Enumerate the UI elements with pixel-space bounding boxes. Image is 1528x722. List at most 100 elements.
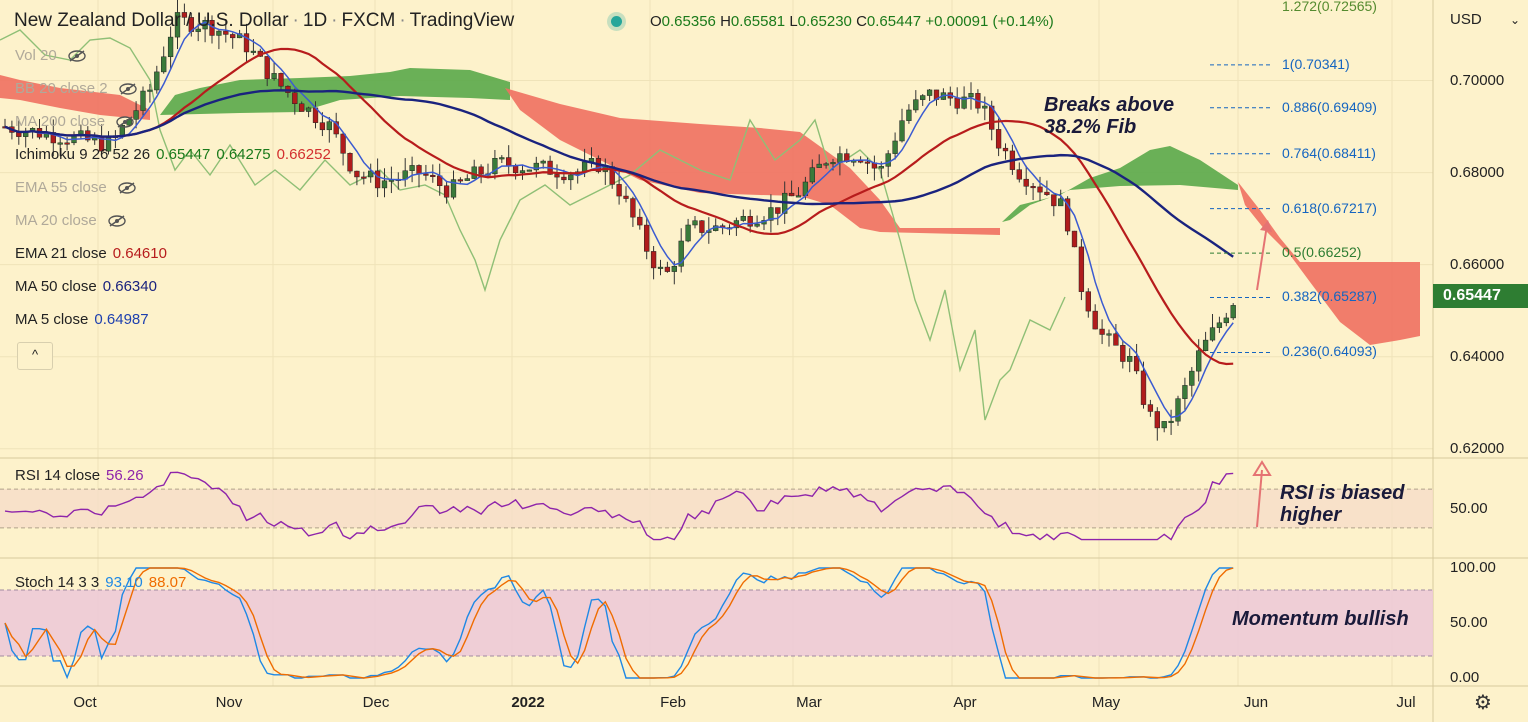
legend-label: MA 5 close — [15, 311, 89, 328]
candle-bearish — [506, 157, 512, 167]
candle-bullish — [926, 89, 933, 96]
rsi-annotation: RSI is biased higher — [1280, 482, 1405, 526]
fib-break-annotation: Breaks above 38.2% Fib — [1044, 94, 1175, 138]
candle-bearish — [1037, 186, 1043, 193]
candle-bearish — [637, 216, 643, 226]
fib-retracement — [1210, 64, 1270, 353]
eye-hidden-icon[interactable] — [117, 182, 137, 194]
candle-bearish — [775, 207, 781, 214]
fib-level-label: 0.618(0.67217) — [1282, 199, 1377, 216]
candle-bearish — [292, 92, 298, 104]
candle-bearish — [430, 174, 436, 177]
candle-bearish — [554, 174, 560, 178]
interval[interactable]: 1D — [302, 10, 328, 31]
candle-bullish — [368, 170, 374, 178]
candle-bearish — [1051, 194, 1057, 207]
candle-bullish — [161, 56, 167, 73]
close-value: 0.65447 — [866, 13, 922, 30]
legend-item[interactable]: MA 50 close 0.66340 — [15, 278, 157, 295]
candle-bullish — [809, 167, 815, 183]
candle-bearish — [650, 251, 657, 269]
legend-item[interactable]: BB 20 close 2 — [15, 80, 138, 97]
candle-bearish — [1140, 370, 1147, 405]
candle-bullish — [1230, 305, 1236, 319]
candle-bullish — [837, 153, 843, 163]
legend-label: EMA 55 close — [15, 179, 107, 196]
data-source: FXCM — [341, 10, 396, 31]
symbol-name[interactable]: New Zealand Dollar / U.S. Dollar — [14, 10, 289, 31]
candle-bullish — [409, 165, 415, 171]
candle-bearish — [1120, 345, 1126, 362]
candle-bullish — [519, 170, 526, 174]
legend-label: EMA 21 close — [15, 245, 107, 262]
candle-bullish — [499, 157, 505, 160]
candle-bullish — [568, 174, 574, 181]
candle-bearish — [630, 198, 636, 218]
time-tick-label: Nov — [215, 694, 243, 711]
candle-bullish — [305, 107, 312, 112]
legend-item[interactable]: Vol 20 — [15, 47, 87, 64]
ichimoku-value: 0.64275 — [216, 146, 271, 163]
market-status-dot[interactable] — [611, 16, 622, 27]
candle-bearish — [1071, 230, 1078, 248]
legend-item[interactable]: EMA 55 close — [15, 179, 137, 196]
legend-item[interactable]: Ichimoku 9 26 52 26 0.65447 0.64275 0.66252 — [15, 146, 331, 163]
legend-label: MA 50 close — [15, 278, 97, 295]
candle-bullish — [1223, 317, 1229, 324]
platform-name: TradingView — [409, 10, 515, 31]
candle-bearish — [1016, 169, 1022, 180]
candle-bullish — [1189, 370, 1195, 386]
candle-bullish — [1161, 421, 1167, 429]
candle-bearish — [354, 170, 360, 178]
legend-item[interactable]: MA 5 close 0.64987 — [15, 311, 149, 328]
candle-bullish — [878, 166, 884, 169]
kumo-bearish — [505, 88, 1000, 235]
time-tick-label: Oct — [73, 694, 97, 711]
candle-bullish — [250, 50, 257, 53]
candle-bullish — [1182, 385, 1188, 399]
time-tick-label: Dec — [362, 694, 390, 711]
legend-value: 0.66340 — [102, 278, 157, 295]
candle-bullish — [885, 153, 891, 167]
candle-bullish — [195, 28, 201, 32]
candle-bullish — [450, 179, 457, 198]
eye-hidden-icon[interactable] — [115, 116, 135, 128]
gear-icon[interactable]: ⚙ — [1474, 692, 1492, 714]
candle-bullish — [1106, 333, 1112, 336]
candle-bullish — [133, 110, 139, 120]
legend-item[interactable]: MA 20 close — [15, 212, 127, 229]
candle-bearish — [299, 103, 305, 112]
collapse-legend-button[interactable]: ^ — [17, 342, 53, 370]
candle-bearish — [416, 165, 422, 175]
candle-bullish — [1216, 322, 1223, 328]
eye-hidden-icon[interactable] — [107, 215, 127, 227]
candle-bearish — [340, 133, 346, 154]
candle-bullish — [1196, 350, 1202, 372]
annotation-arrow — [1256, 224, 1268, 291]
candle-bearish — [995, 129, 1002, 149]
eye-hidden-icon[interactable] — [118, 83, 138, 95]
legend-item[interactable]: MA 200 close — [15, 113, 135, 130]
candle-bullish — [892, 140, 898, 154]
legend-label: MA 200 close — [15, 113, 106, 130]
stoch-legend[interactable]: Stoch 14 3 3 93.10 88.07 — [15, 574, 186, 591]
fib-level-label: 0.5(0.66252) — [1282, 244, 1362, 261]
currency-selector[interactable]: USD ⌄ — [1446, 6, 1526, 34]
legend-item[interactable]: EMA 21 close 0.64610 — [15, 245, 167, 262]
price-tick-label: 0.64000 — [1450, 347, 1505, 365]
candle-bearish — [64, 142, 70, 145]
eye-hidden-icon[interactable] — [67, 50, 87, 62]
candle-bullish — [388, 179, 395, 182]
chevron-down-icon: ⌄ — [1509, 13, 1520, 27]
ichimoku-cloud — [0, 68, 1420, 345]
candle-bearish — [361, 176, 367, 179]
low-value: 0.65230 — [797, 13, 852, 30]
candle-bullish — [1202, 339, 1209, 351]
candlesticks — [2, 0, 1236, 441]
rsi-legend[interactable]: RSI 14 close 56.26 — [15, 467, 144, 484]
candle-bullish — [1127, 356, 1133, 362]
candle-bullish — [678, 240, 684, 267]
candle-bearish — [644, 224, 650, 252]
candle-bullish — [692, 220, 698, 226]
